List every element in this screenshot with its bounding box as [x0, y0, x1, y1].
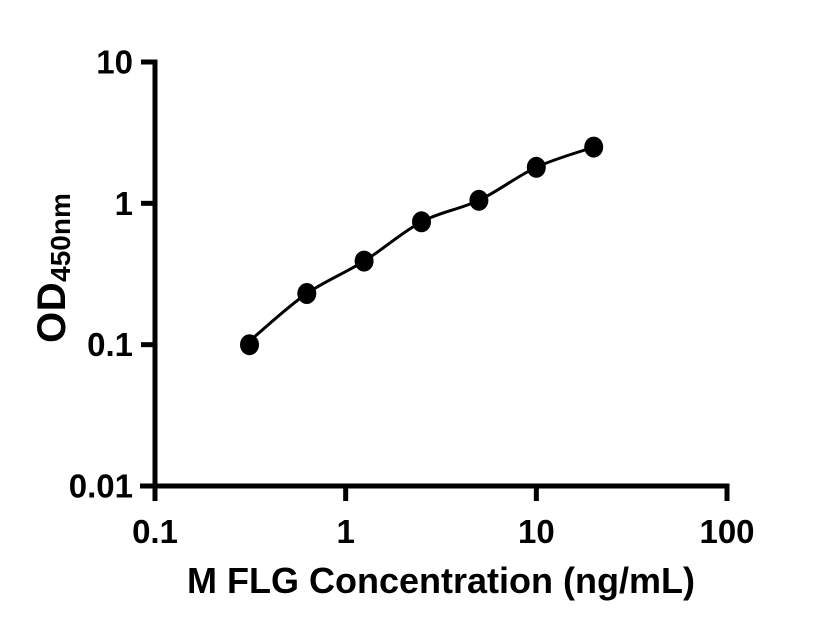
data-point: [584, 136, 604, 158]
data-point: [412, 211, 431, 233]
y-axis-title: OD450nm: [24, 118, 80, 418]
x-axis-title: M FLG Concentration (ng/mL): [187, 560, 695, 601]
data-point: [469, 189, 489, 211]
x-tick-label: 1: [336, 513, 354, 550]
x-tick-label: 10: [518, 513, 555, 550]
data-point: [297, 283, 317, 304]
y-tick-label: 10: [96, 44, 133, 81]
fit-curve: [253, 145, 595, 338]
x-tick-label: 0.1: [132, 513, 178, 550]
y-tick-label: 1: [115, 185, 133, 222]
x-tick-label: 100: [699, 513, 754, 550]
data-point: [526, 156, 546, 178]
y-tick-label: 0.1: [87, 326, 133, 363]
y-tick-label: 0.01: [69, 468, 133, 505]
data-point: [240, 334, 259, 356]
data-point: [354, 250, 374, 272]
y-axis-title-main: OD: [30, 281, 74, 343]
y-axis-title-subscript: 450nm: [45, 193, 76, 282]
